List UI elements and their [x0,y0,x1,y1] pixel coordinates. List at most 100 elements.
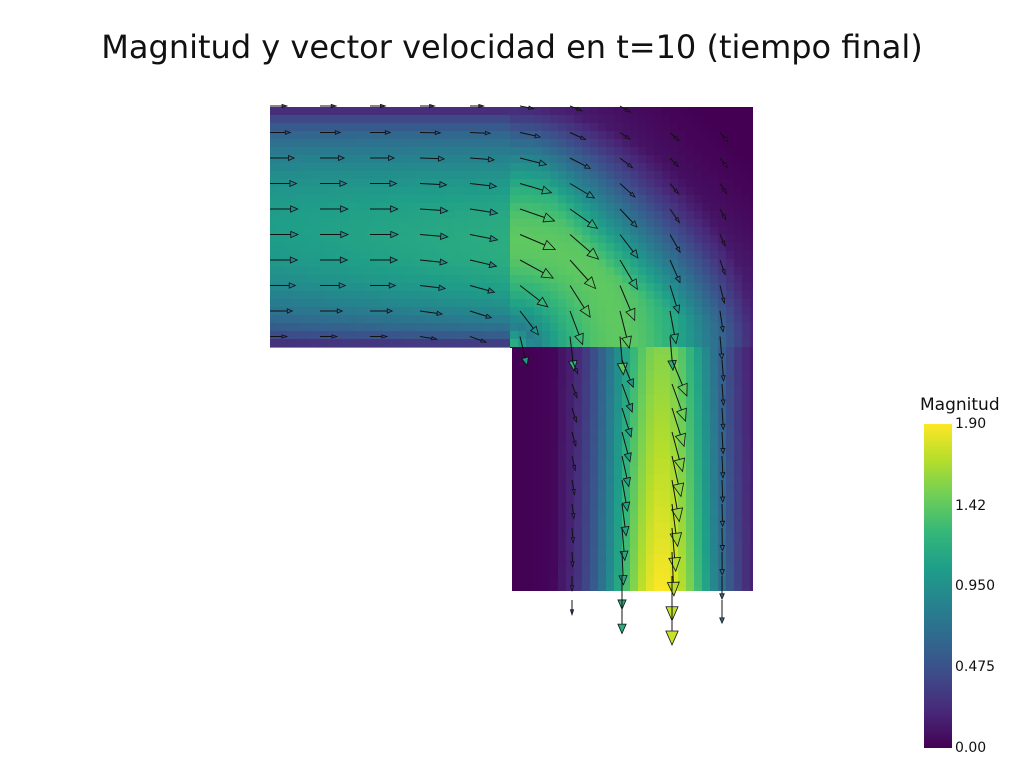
field-cell [566,395,575,404]
field-cell [718,275,727,284]
field-cell [662,563,671,572]
field-cell [622,251,631,260]
field-cell [734,563,743,572]
field-cell [350,115,359,124]
field-cell [574,579,583,588]
field-cell [446,307,455,316]
field-cell [590,387,599,396]
field-cell [534,155,543,164]
field-cell [462,267,471,276]
field-cell [374,251,383,260]
field-cell [686,147,695,156]
field-cell [406,307,415,316]
field-cell [518,427,527,436]
field-cell [686,451,695,460]
field-cell [630,371,639,380]
field-cell [390,107,399,116]
field-cell [446,171,455,180]
field-cell [526,171,535,180]
field-cell [678,251,687,260]
field-cell [606,395,615,404]
field-cell [294,259,303,268]
field-cell [614,275,623,284]
field-cell [374,187,383,196]
field-cell [366,267,375,276]
field-cell [574,155,583,164]
field-cell [294,203,303,212]
field-cell [278,139,287,148]
field-cell [414,131,423,140]
field-cell [750,491,753,500]
field-cell [662,491,671,500]
field-cell [566,491,575,500]
field-cell [654,195,663,204]
field-cell [326,259,335,268]
field-cell [518,267,527,276]
field-cell [550,459,559,468]
field-cell [414,251,423,260]
field-cell [406,195,415,204]
field-cell [598,531,607,540]
field-cell [526,139,535,148]
field-cell [638,227,647,236]
field-cell [694,123,703,132]
field-cell [750,235,753,244]
field-cell [614,579,623,588]
field-cell [518,507,527,516]
field-cell [446,203,455,212]
field-cell [598,307,607,316]
field-cell [662,475,671,484]
field-cell [670,203,679,212]
field-cell [654,283,663,292]
field-cell [534,307,543,316]
field-cell [406,331,415,340]
field-cell [390,283,399,292]
field-cell [606,195,615,204]
field-cell [334,299,343,308]
field-cell [686,131,695,140]
field-cell [526,251,535,260]
field-cell [742,403,751,412]
field-cell [406,243,415,252]
field-cell [358,107,367,116]
field-cell [670,427,679,436]
field-cell [310,331,319,340]
field-cell [398,267,407,276]
field-cell [742,219,751,228]
field-cell [294,115,303,124]
field-cell [686,139,695,148]
field-cell [518,483,527,492]
field-cell [382,283,391,292]
field-cell [742,211,751,220]
field-cell [510,563,519,572]
field-cell [398,331,407,340]
field-cell [550,443,559,452]
field-cell [518,563,527,572]
field-cell [614,379,623,388]
field-cell [326,283,335,292]
field-cell [630,123,639,132]
field-cell [622,227,631,236]
field-cell [422,203,431,212]
field-cell [630,171,639,180]
field-cell [478,315,487,324]
field-cell [286,115,295,124]
field-cell [534,171,543,180]
field-cell [422,139,431,148]
field-cell [334,171,343,180]
field-cell [702,547,711,556]
field-cell [598,323,607,332]
field-cell [414,139,423,148]
field-cell [518,363,527,372]
field-cell [350,339,359,348]
field-cell [742,579,751,588]
field-cell [390,243,399,252]
field-cell [334,131,343,140]
field-cell [294,267,303,276]
field-cell [678,347,687,356]
field-cell [686,315,695,324]
field-cell [430,235,439,244]
field-cell [726,547,735,556]
field-cell [566,563,575,572]
field-cell [278,107,287,116]
